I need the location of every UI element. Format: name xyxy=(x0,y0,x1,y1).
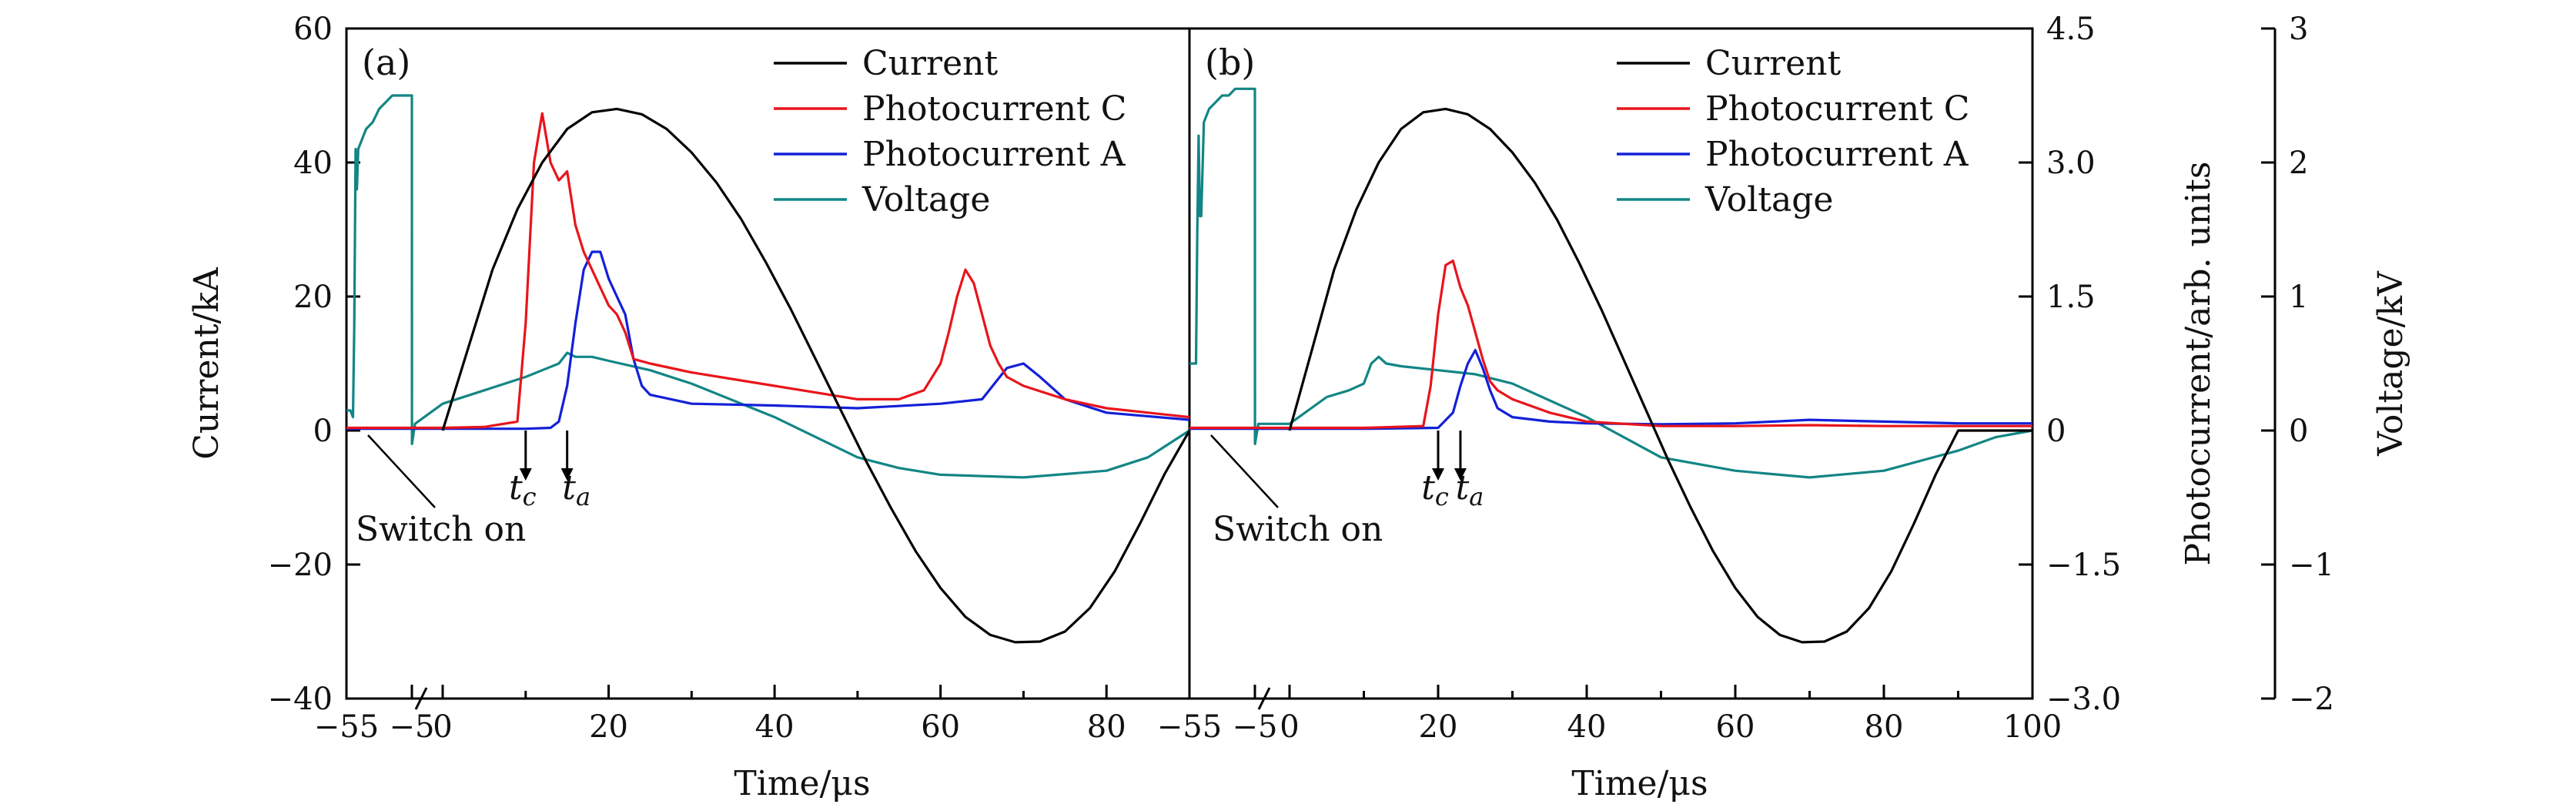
voltage-tick-label: −2 xyxy=(2289,682,2334,717)
series-line-photocurrent-a-panel-a xyxy=(346,250,1190,431)
y-axis-title-photocurrent: Photocurrent/arb. units xyxy=(2179,162,2218,566)
axis-break-mark xyxy=(1257,687,1271,710)
panel-a-frame xyxy=(345,27,1191,700)
legend-entry: Photocurrent A xyxy=(862,135,1126,174)
photocurrent-tick-label: 0 xyxy=(2046,414,2066,449)
current-tick-label: −20 xyxy=(268,548,333,583)
x-tick-label: 40 xyxy=(1567,709,1607,745)
ta-label: ta xyxy=(562,468,590,511)
x-tick-label: 80 xyxy=(1865,709,1904,745)
voltage-tick-label: 3 xyxy=(2289,12,2308,47)
panel-b-frame xyxy=(1188,27,2034,700)
voltage-tick-label: 1 xyxy=(2289,280,2308,315)
x-axis-title-b: Time/μs xyxy=(1571,764,1708,803)
arrow-head xyxy=(519,468,532,481)
photocurrent-tick-label: 3.0 xyxy=(2046,146,2096,181)
panel-label-a: (a) xyxy=(362,42,410,83)
x-tick-label: 0 xyxy=(1280,709,1299,745)
x-tick-label: 20 xyxy=(589,709,628,745)
current-tick-label: 20 xyxy=(293,280,333,315)
x-tick-label: 20 xyxy=(1419,709,1458,745)
current-tick-label: 0 xyxy=(313,414,333,449)
photocurrent-tick-label: −3.0 xyxy=(2046,682,2121,717)
legend-entry: Photocurrent C xyxy=(862,89,1126,129)
panel-label-b: (b) xyxy=(1205,42,1255,83)
y-axis-title-voltage: Voltage/kV xyxy=(2371,270,2410,457)
tc-label: tc xyxy=(509,468,537,511)
x-tick-label: 60 xyxy=(921,709,960,745)
series-line-photocurrent-c-panel-a xyxy=(346,112,1190,430)
current-tick-label: 60 xyxy=(293,12,333,47)
legend-entry: Photocurrent C xyxy=(1705,89,1969,129)
series-line-voltage-panel-b xyxy=(1189,87,2033,479)
y-axis-title-current: Current/kA xyxy=(187,266,226,460)
legend-entry: Voltage xyxy=(861,180,990,220)
series-layer xyxy=(346,87,2033,644)
switch-on-leader xyxy=(367,434,436,508)
x-tick-label: 80 xyxy=(1087,709,1126,745)
switch-on-leader xyxy=(1210,434,1279,508)
x-tick-label: 40 xyxy=(755,709,795,745)
x-tick-label: −5 xyxy=(1233,709,1278,745)
legend-layer: Current Photocurrent C Photocurrent A Volta… xyxy=(774,44,1969,220)
current-tick-label: −40 xyxy=(268,682,333,717)
x-tick-label: 60 xyxy=(1716,709,1755,745)
voltage-tick-label: 2 xyxy=(2289,146,2308,181)
x-tick-label: −55 xyxy=(314,709,379,745)
x-tick-label: 100 xyxy=(2003,709,2062,745)
arrow-head xyxy=(1454,468,1467,481)
legend-entry: Photocurrent A xyxy=(1705,135,1969,174)
x-tick-label: −55 xyxy=(1157,709,1222,745)
ta-label: ta xyxy=(1456,468,1484,511)
series-line-photocurrent-a-panel-b xyxy=(1189,349,2032,431)
tc-label: tc xyxy=(1421,468,1449,511)
series-line-photocurrent-c-panel-b xyxy=(1189,260,2032,430)
legend-entry: Voltage xyxy=(1705,180,1833,220)
current-tick-label: 40 xyxy=(293,146,333,181)
series-line-current-panel-a xyxy=(441,107,1191,644)
voltage-tick-label: −1 xyxy=(2289,548,2334,583)
photocurrent-tick-label: −1.5 xyxy=(2046,548,2121,583)
x-axis-title-a: Time/μs xyxy=(734,764,870,803)
arrow-head xyxy=(560,468,574,481)
ticks-layer: 60 4.5 340 3.0 220 1.5 10 0 0−20 −1.5 −1−40 −3.0 −2−… xyxy=(268,12,2334,745)
switch-on-label: Switch on xyxy=(1213,510,1383,549)
axis-break-mark xyxy=(414,687,428,710)
photocurrent-tick-label: 4.5 xyxy=(2046,12,2096,47)
x-tick-label: −5 xyxy=(390,709,435,745)
voltage-tick-label: 0 xyxy=(2289,414,2308,449)
series-line-current-panel-b xyxy=(1288,107,2032,644)
x-tick-label: 0 xyxy=(433,709,452,745)
legend-entry: Current xyxy=(1705,44,1841,83)
switch-on-label: Switch on xyxy=(356,510,526,549)
legend-entry: Current xyxy=(862,44,998,83)
arrow-head xyxy=(1432,468,1444,481)
photocurrent-tick-label: 1.5 xyxy=(2046,280,2096,315)
